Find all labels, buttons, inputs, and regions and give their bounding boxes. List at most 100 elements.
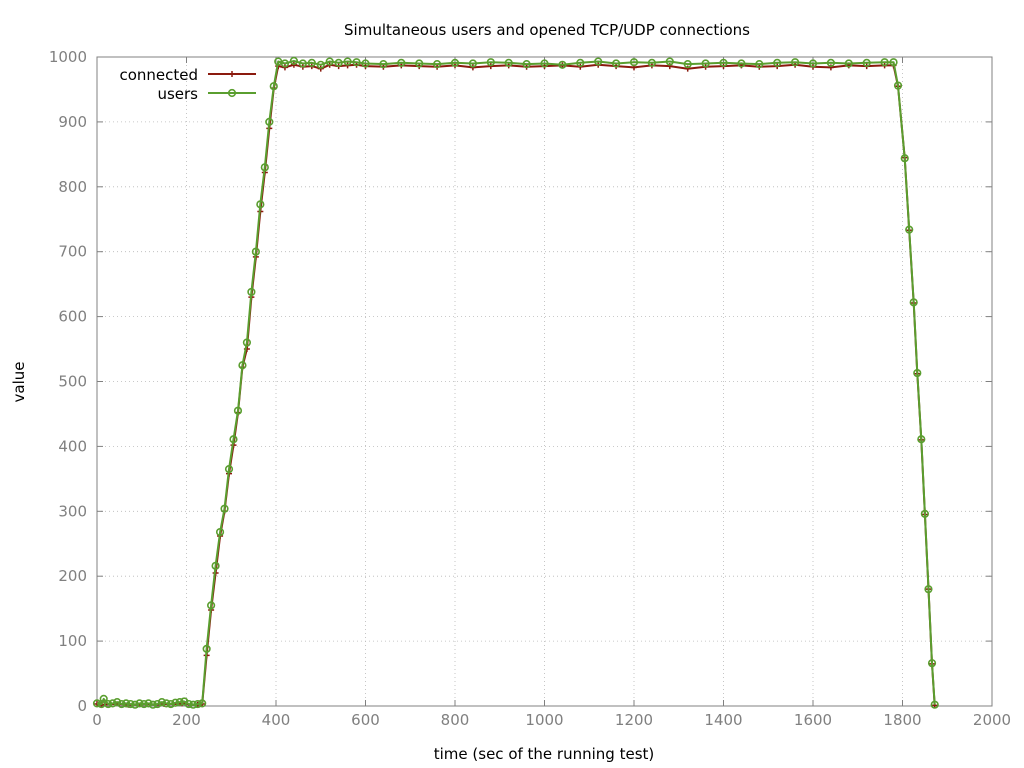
y-tick-label: 0 bbox=[77, 697, 87, 715]
x-tick-label: 1600 bbox=[794, 711, 832, 729]
y-tick-label: 1000 bbox=[49, 48, 87, 66]
data-point bbox=[701, 59, 710, 68]
y-axis-label: value bbox=[10, 362, 28, 403]
data-point bbox=[647, 58, 657, 67]
data-point bbox=[104, 699, 113, 709]
data-point bbox=[307, 58, 316, 67]
data-point bbox=[486, 58, 495, 67]
data-point bbox=[905, 225, 914, 234]
data-point bbox=[889, 58, 898, 67]
data-point bbox=[522, 60, 531, 69]
data-point bbox=[144, 699, 153, 708]
data-point bbox=[316, 60, 325, 69]
legend-label-users: users bbox=[157, 85, 198, 103]
data-point bbox=[202, 644, 211, 653]
data-point bbox=[247, 287, 256, 297]
data-point bbox=[576, 58, 585, 67]
legend-label-connected: connected bbox=[119, 66, 198, 84]
x-axis-label: time (sec of the running test) bbox=[434, 745, 655, 763]
data-point bbox=[135, 699, 144, 708]
data-point bbox=[334, 58, 343, 67]
data-point bbox=[415, 59, 424, 68]
x-tick-label: 800 bbox=[441, 711, 470, 729]
data-point bbox=[166, 699, 175, 709]
x-tick-label: 1000 bbox=[525, 711, 563, 729]
data-point bbox=[108, 699, 117, 708]
x-tick-label: 1400 bbox=[704, 711, 742, 729]
data-point bbox=[280, 59, 290, 68]
data-point bbox=[184, 699, 193, 709]
legend-marker-connected bbox=[229, 71, 235, 77]
data-point bbox=[193, 699, 202, 709]
data-point bbox=[755, 60, 764, 69]
data-point bbox=[113, 698, 122, 707]
y-tick-label: 300 bbox=[58, 502, 87, 520]
y-tick-label: 400 bbox=[58, 437, 87, 455]
data-point bbox=[121, 699, 131, 708]
data-point bbox=[117, 699, 126, 709]
data-point bbox=[790, 58, 800, 67]
data-point bbox=[198, 699, 207, 708]
axis-ticks: 0 200 400 600 800 1000 1200 1400 1600 1800 2000 0 10… bbox=[49, 48, 1011, 729]
data-point bbox=[917, 435, 926, 444]
data-point bbox=[665, 57, 674, 66]
legend: connected users bbox=[119, 66, 256, 103]
data-point bbox=[900, 154, 909, 163]
data-point bbox=[924, 585, 933, 594]
data-point bbox=[233, 406, 243, 415]
y-tick-label: 100 bbox=[58, 632, 87, 650]
data-point bbox=[242, 338, 252, 347]
data-point bbox=[397, 58, 406, 67]
data-point bbox=[343, 57, 352, 66]
data-point bbox=[719, 58, 728, 67]
data-point bbox=[207, 601, 216, 610]
y-tick-label: 200 bbox=[58, 567, 87, 585]
data-point bbox=[844, 59, 853, 68]
x-tick-label: 200 bbox=[172, 711, 201, 729]
data-point bbox=[139, 699, 149, 709]
x-tick-label: 1200 bbox=[615, 711, 653, 729]
data-point bbox=[175, 698, 184, 707]
data-point bbox=[92, 699, 102, 708]
chart-title: Simultaneous users and opened TCP/UDP co… bbox=[344, 21, 750, 39]
data-point bbox=[773, 58, 782, 67]
series-users bbox=[92, 56, 939, 709]
data-point bbox=[256, 200, 265, 209]
x-tick-label: 2000 bbox=[973, 711, 1011, 729]
data-point bbox=[909, 298, 918, 307]
data-point bbox=[269, 82, 278, 91]
x-tick-label: 600 bbox=[351, 711, 380, 729]
data-point bbox=[504, 58, 513, 67]
data-point bbox=[450, 58, 460, 67]
data-point bbox=[153, 699, 162, 709]
data-point bbox=[913, 368, 922, 378]
data-point bbox=[211, 561, 220, 570]
y-tick-label: 600 bbox=[58, 308, 87, 326]
x-tick-label: 400 bbox=[262, 711, 291, 729]
data-point bbox=[737, 59, 746, 68]
data-point bbox=[826, 58, 836, 67]
data-point bbox=[361, 59, 370, 68]
data-point bbox=[352, 58, 361, 67]
data-point bbox=[629, 58, 639, 67]
data-point bbox=[130, 700, 140, 709]
data-point bbox=[171, 698, 180, 707]
data-point bbox=[920, 509, 929, 518]
data-point bbox=[220, 504, 229, 513]
y-tick-label: 800 bbox=[58, 178, 87, 196]
data-point bbox=[229, 435, 238, 444]
data-point bbox=[379, 60, 388, 69]
data-point bbox=[893, 81, 903, 90]
data-point bbox=[325, 57, 334, 66]
data-point bbox=[880, 58, 889, 67]
data-point bbox=[162, 699, 171, 708]
data-point bbox=[468, 59, 478, 68]
data-point bbox=[808, 59, 818, 68]
data-point bbox=[594, 57, 603, 66]
data-point bbox=[683, 60, 692, 69]
data-point bbox=[289, 56, 299, 65]
data-point bbox=[930, 700, 939, 709]
legend-marker-users bbox=[227, 88, 237, 98]
